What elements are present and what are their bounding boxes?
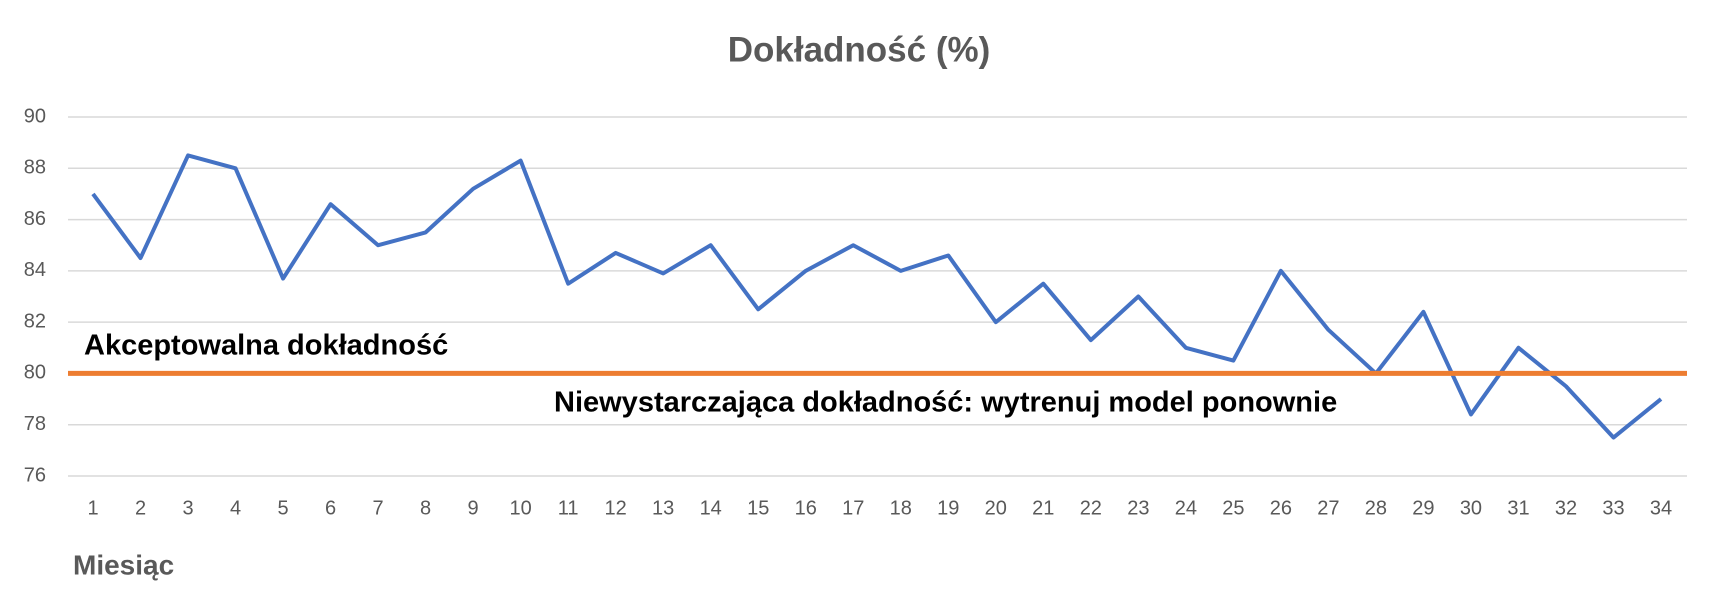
annotation: Niewystarczająca dokładność: wytrenuj mo… — [554, 387, 1337, 419]
x-tick-label: 12 — [605, 497, 627, 519]
x-tick-label: 9 — [468, 497, 479, 519]
x-tick-label: 25 — [1222, 497, 1244, 519]
x-tick-label: 26 — [1270, 497, 1292, 519]
x-tick-label: 15 — [747, 497, 769, 519]
x-tick-label: 17 — [842, 497, 864, 519]
x-tick-label: 5 — [277, 497, 288, 519]
x-tick-label: 23 — [1127, 497, 1149, 519]
y-tick-label: 82 — [24, 310, 46, 332]
x-tick-label: 28 — [1365, 497, 1387, 519]
y-tick-label: 88 — [24, 157, 46, 179]
annotation: Akceptowalna dokładność — [84, 330, 448, 362]
y-tick-label: 90 — [24, 105, 46, 127]
x-tick-label: 20 — [985, 497, 1007, 519]
x-tick-label: 6 — [325, 497, 336, 519]
x-tick-label: 18 — [890, 497, 912, 519]
x-tick-label: 10 — [510, 497, 532, 519]
y-tick-label: 86 — [24, 208, 46, 230]
x-tick-label: 19 — [937, 497, 959, 519]
x-tick-label: 14 — [700, 497, 722, 519]
x-tick-label: 24 — [1175, 497, 1197, 519]
x-tick-label: 3 — [182, 497, 193, 519]
data-line — [91, 153, 1663, 440]
x-tick-label: 1 — [87, 497, 98, 519]
x-tick-label: 29 — [1412, 497, 1434, 519]
y-tick-label: 84 — [24, 259, 46, 281]
x-tick-label: 30 — [1460, 497, 1482, 519]
x-tick-label: 21 — [1032, 497, 1054, 519]
x-tick-label: 11 — [558, 497, 579, 519]
x-tick-label: 31 — [1507, 497, 1529, 519]
x-tick-label: 33 — [1602, 497, 1624, 519]
y-tick-label: 80 — [24, 362, 46, 384]
x-tick-label: 13 — [652, 497, 674, 519]
y-tick-label: 78 — [24, 413, 46, 435]
x-tick-label: 16 — [795, 497, 817, 519]
x-tick-label: 34 — [1650, 497, 1672, 519]
x-tick-label: 4 — [230, 497, 241, 519]
chart-title: Dokładność (%) — [728, 30, 991, 69]
plot — [68, 153, 1687, 440]
x-tick-label: 2 — [135, 497, 146, 519]
x-tick-label: 27 — [1317, 497, 1339, 519]
x-tick-label: 7 — [373, 497, 384, 519]
x-tick-label: 8 — [420, 497, 431, 519]
x-tick-label: 32 — [1555, 497, 1577, 519]
x-tick-label: 22 — [1080, 497, 1102, 519]
x-axis-label: Miesiąc — [73, 549, 174, 580]
y-tick-label: 76 — [24, 464, 46, 486]
